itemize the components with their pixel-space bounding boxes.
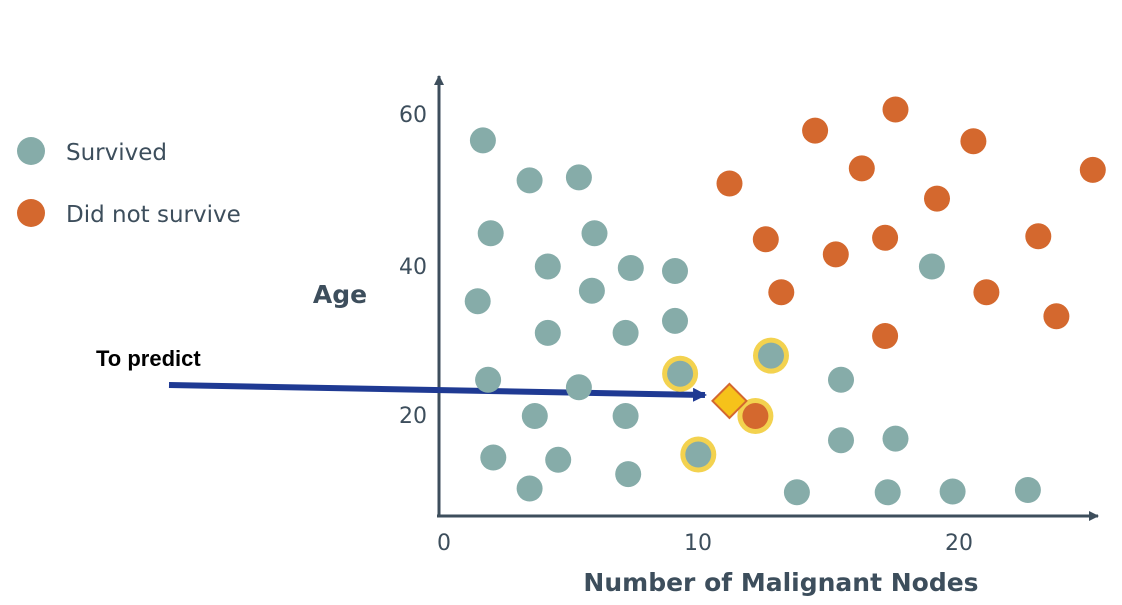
survived-point xyxy=(615,461,642,488)
did-not-survive-point xyxy=(872,323,899,349)
survived-point xyxy=(662,307,688,334)
x-tick-label: 0 xyxy=(437,531,451,556)
survived-point xyxy=(477,220,504,247)
legend-label-survived: Survived xyxy=(66,140,167,166)
did-not-survive-point xyxy=(924,185,950,212)
survived-point xyxy=(685,441,712,468)
did-not-survive-point xyxy=(1079,156,1106,183)
y-tick-label: 60 xyxy=(399,103,427,128)
y-tick-label: 40 xyxy=(399,255,427,280)
survived-point xyxy=(565,164,592,191)
legend-label-did-not-survive: Did not survive xyxy=(66,202,241,228)
survived-point xyxy=(469,127,496,154)
x-tick-label: 10 xyxy=(684,531,712,556)
did-not-survive-point xyxy=(716,170,743,197)
did-not-survive-point xyxy=(1025,223,1052,250)
survived-point xyxy=(521,403,548,429)
did-not-survive-point xyxy=(960,128,987,155)
x-axis-title: Number of Malignant Nodes xyxy=(583,568,978,597)
did-not-survive-point xyxy=(973,279,1000,306)
survived-point xyxy=(828,366,854,393)
survived-point xyxy=(612,403,639,429)
survived-point xyxy=(828,427,854,454)
survived-point xyxy=(783,479,810,506)
did-not-survive-point xyxy=(882,96,909,123)
survived-point xyxy=(874,479,901,506)
did-not-survive-point xyxy=(768,279,795,306)
survived-point xyxy=(617,255,644,281)
data-points xyxy=(464,96,1106,506)
survived-point xyxy=(534,319,561,346)
survived-point xyxy=(578,277,605,304)
query-point-diamond xyxy=(711,382,748,420)
survived-point xyxy=(545,446,572,473)
annotation-to-predict: To predict xyxy=(96,346,201,371)
survived-point xyxy=(918,253,945,280)
prediction-arrow xyxy=(168,382,707,402)
survived-point xyxy=(939,478,966,505)
did-not-survive-point xyxy=(742,403,769,429)
survived-point xyxy=(758,342,784,369)
legend-swatch-did-not-survive xyxy=(17,199,45,227)
legend-swatch-survived xyxy=(17,137,45,165)
survived-point xyxy=(534,253,561,280)
survived-point xyxy=(516,475,543,502)
survived-point xyxy=(475,366,502,393)
survived-point xyxy=(480,444,507,471)
did-not-survive-point xyxy=(872,224,899,251)
x-tick-label: 20 xyxy=(945,531,973,556)
survived-point xyxy=(882,425,909,452)
survived-point xyxy=(662,258,688,284)
survived-point xyxy=(516,167,543,194)
did-not-survive-point xyxy=(822,241,849,268)
survived-point xyxy=(612,319,639,346)
survived-point xyxy=(1014,477,1041,503)
y-axis-title: Age xyxy=(313,280,367,309)
survived-point xyxy=(464,288,491,315)
query-layer xyxy=(711,382,748,420)
did-not-survive-point xyxy=(802,117,829,144)
survived-point xyxy=(565,374,592,401)
did-not-survive-point xyxy=(1043,303,1070,330)
survived-point xyxy=(581,220,608,247)
y-tick-label: 20 xyxy=(399,404,427,429)
legend: Survived Did not survive xyxy=(17,137,241,228)
did-not-survive-point xyxy=(848,155,875,182)
survived-point xyxy=(667,360,694,387)
did-not-survive-point xyxy=(752,226,779,253)
